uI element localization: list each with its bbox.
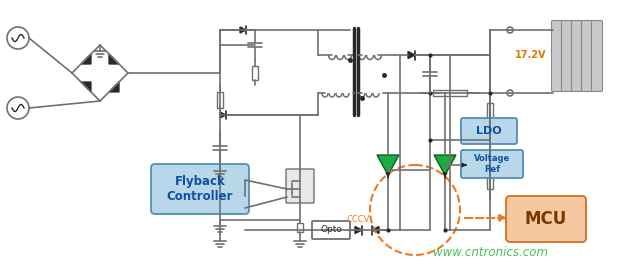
Text: Voltage
Ref: Voltage Ref	[474, 154, 510, 174]
Text: Flyback
Controller: Flyback Controller	[167, 174, 233, 204]
Polygon shape	[109, 82, 119, 92]
Polygon shape	[109, 54, 119, 64]
Circle shape	[7, 27, 29, 49]
FancyBboxPatch shape	[151, 164, 249, 214]
Text: Opto: Opto	[320, 226, 342, 235]
Polygon shape	[220, 112, 226, 118]
FancyBboxPatch shape	[581, 20, 592, 91]
Polygon shape	[355, 227, 362, 233]
Polygon shape	[81, 82, 91, 92]
FancyBboxPatch shape	[506, 196, 586, 242]
Bar	[252, 65, 258, 80]
FancyBboxPatch shape	[571, 20, 582, 91]
FancyBboxPatch shape	[286, 169, 314, 203]
Bar	[217, 92, 223, 108]
Polygon shape	[434, 155, 456, 175]
Text: CCCV: CCCV	[346, 215, 370, 224]
Polygon shape	[408, 51, 415, 59]
Polygon shape	[377, 155, 399, 175]
Text: LDO: LDO	[476, 126, 502, 136]
Text: MCU: MCU	[525, 210, 567, 228]
Bar	[297, 223, 303, 232]
Bar	[487, 103, 493, 130]
Polygon shape	[372, 227, 379, 233]
Bar	[433, 90, 467, 96]
FancyBboxPatch shape	[461, 150, 523, 178]
Circle shape	[7, 97, 29, 119]
Polygon shape	[240, 27, 246, 33]
FancyBboxPatch shape	[551, 20, 562, 91]
Text: 17.2V: 17.2V	[515, 50, 546, 60]
FancyBboxPatch shape	[561, 20, 572, 91]
Circle shape	[507, 27, 513, 33]
FancyBboxPatch shape	[461, 118, 517, 144]
Circle shape	[507, 90, 513, 96]
FancyBboxPatch shape	[312, 221, 350, 239]
Bar	[487, 161, 493, 189]
Polygon shape	[81, 54, 91, 64]
Text: www.cntronics.com: www.cntronics.com	[432, 245, 548, 258]
FancyBboxPatch shape	[591, 20, 602, 91]
